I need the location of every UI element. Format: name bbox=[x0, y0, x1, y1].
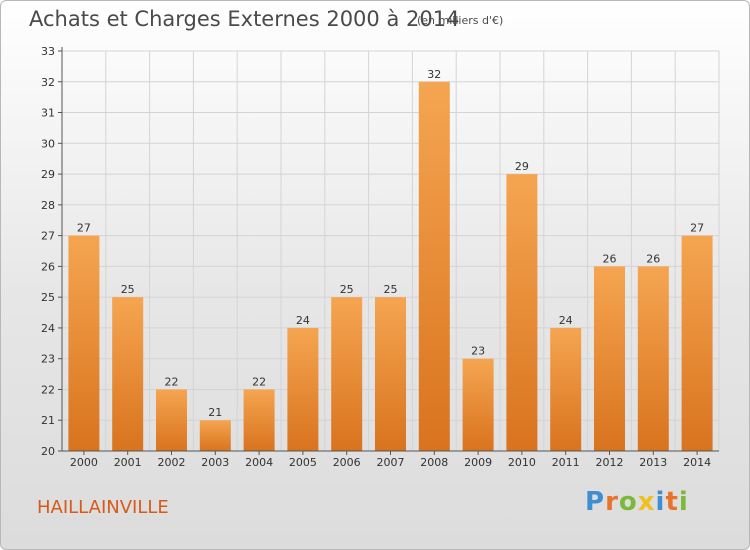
bar bbox=[243, 389, 275, 451]
bar bbox=[331, 297, 363, 451]
x-tick-label: 2006 bbox=[333, 456, 361, 469]
x-tick-label: 2013 bbox=[639, 456, 667, 469]
y-tick-label: 23 bbox=[41, 353, 55, 366]
y-tick-label: 25 bbox=[41, 291, 55, 304]
x-tick-label: 2009 bbox=[464, 456, 492, 469]
bar bbox=[156, 389, 187, 451]
data-label: 26 bbox=[603, 252, 617, 265]
proxiti-logo: Proxiti bbox=[585, 487, 689, 517]
x-tick-label: 2000 bbox=[70, 456, 98, 469]
x-tick-label: 2011 bbox=[552, 456, 580, 469]
bar bbox=[550, 327, 582, 451]
y-tick-label: 32 bbox=[41, 76, 55, 89]
bar bbox=[68, 235, 100, 451]
bar bbox=[199, 420, 231, 451]
y-tick-label: 33 bbox=[41, 45, 55, 58]
x-tick-label: 2005 bbox=[289, 456, 317, 469]
chart-title: Achats et Charges Externes 2000 à 2014 bbox=[29, 7, 460, 31]
bar bbox=[462, 358, 494, 451]
y-tick-label: 26 bbox=[41, 260, 55, 273]
data-label: 22 bbox=[165, 375, 179, 388]
x-tick-label: 2007 bbox=[377, 456, 405, 469]
x-tick-label: 2014 bbox=[683, 456, 711, 469]
data-label: 32 bbox=[427, 68, 441, 81]
data-label: 24 bbox=[559, 314, 573, 327]
y-tick-label: 28 bbox=[41, 199, 55, 212]
data-label: 23 bbox=[471, 345, 485, 358]
data-label: 21 bbox=[208, 406, 222, 419]
bar bbox=[287, 327, 319, 451]
data-label: 29 bbox=[515, 160, 529, 173]
y-tick-label: 30 bbox=[41, 137, 55, 150]
data-label: 27 bbox=[77, 222, 91, 235]
y-tick-label: 22 bbox=[41, 383, 55, 396]
bar bbox=[418, 81, 450, 452]
bar bbox=[375, 297, 406, 451]
y-tick-label: 24 bbox=[41, 322, 55, 335]
x-tick-label: 2002 bbox=[158, 456, 186, 469]
data-label: 25 bbox=[340, 283, 354, 296]
data-label: 27 bbox=[690, 222, 704, 235]
data-label: 26 bbox=[646, 252, 660, 265]
bar bbox=[681, 235, 713, 451]
y-tick-label: 31 bbox=[41, 107, 55, 120]
y-tick-label: 29 bbox=[41, 168, 55, 181]
x-tick-label: 2008 bbox=[420, 456, 448, 469]
y-tick-label: 20 bbox=[41, 445, 55, 458]
bar bbox=[594, 266, 625, 451]
data-label: 22 bbox=[252, 375, 266, 388]
x-tick-label: 2003 bbox=[201, 456, 229, 469]
data-label: 24 bbox=[296, 314, 310, 327]
x-tick-label: 2004 bbox=[245, 456, 273, 469]
x-tick-label: 2012 bbox=[596, 456, 624, 469]
chart-subtitle: (en milliers d'€) bbox=[417, 14, 504, 27]
bar bbox=[112, 297, 144, 451]
x-tick-label: 2010 bbox=[508, 456, 536, 469]
y-tick-label: 27 bbox=[41, 230, 55, 243]
data-label: 25 bbox=[384, 283, 398, 296]
location-name: HAILLAINVILLE bbox=[37, 497, 169, 518]
bar bbox=[506, 174, 538, 452]
y-tick-label: 21 bbox=[41, 414, 55, 427]
x-tick-label: 2001 bbox=[114, 456, 142, 469]
bar bbox=[637, 266, 669, 451]
data-label: 25 bbox=[121, 283, 135, 296]
